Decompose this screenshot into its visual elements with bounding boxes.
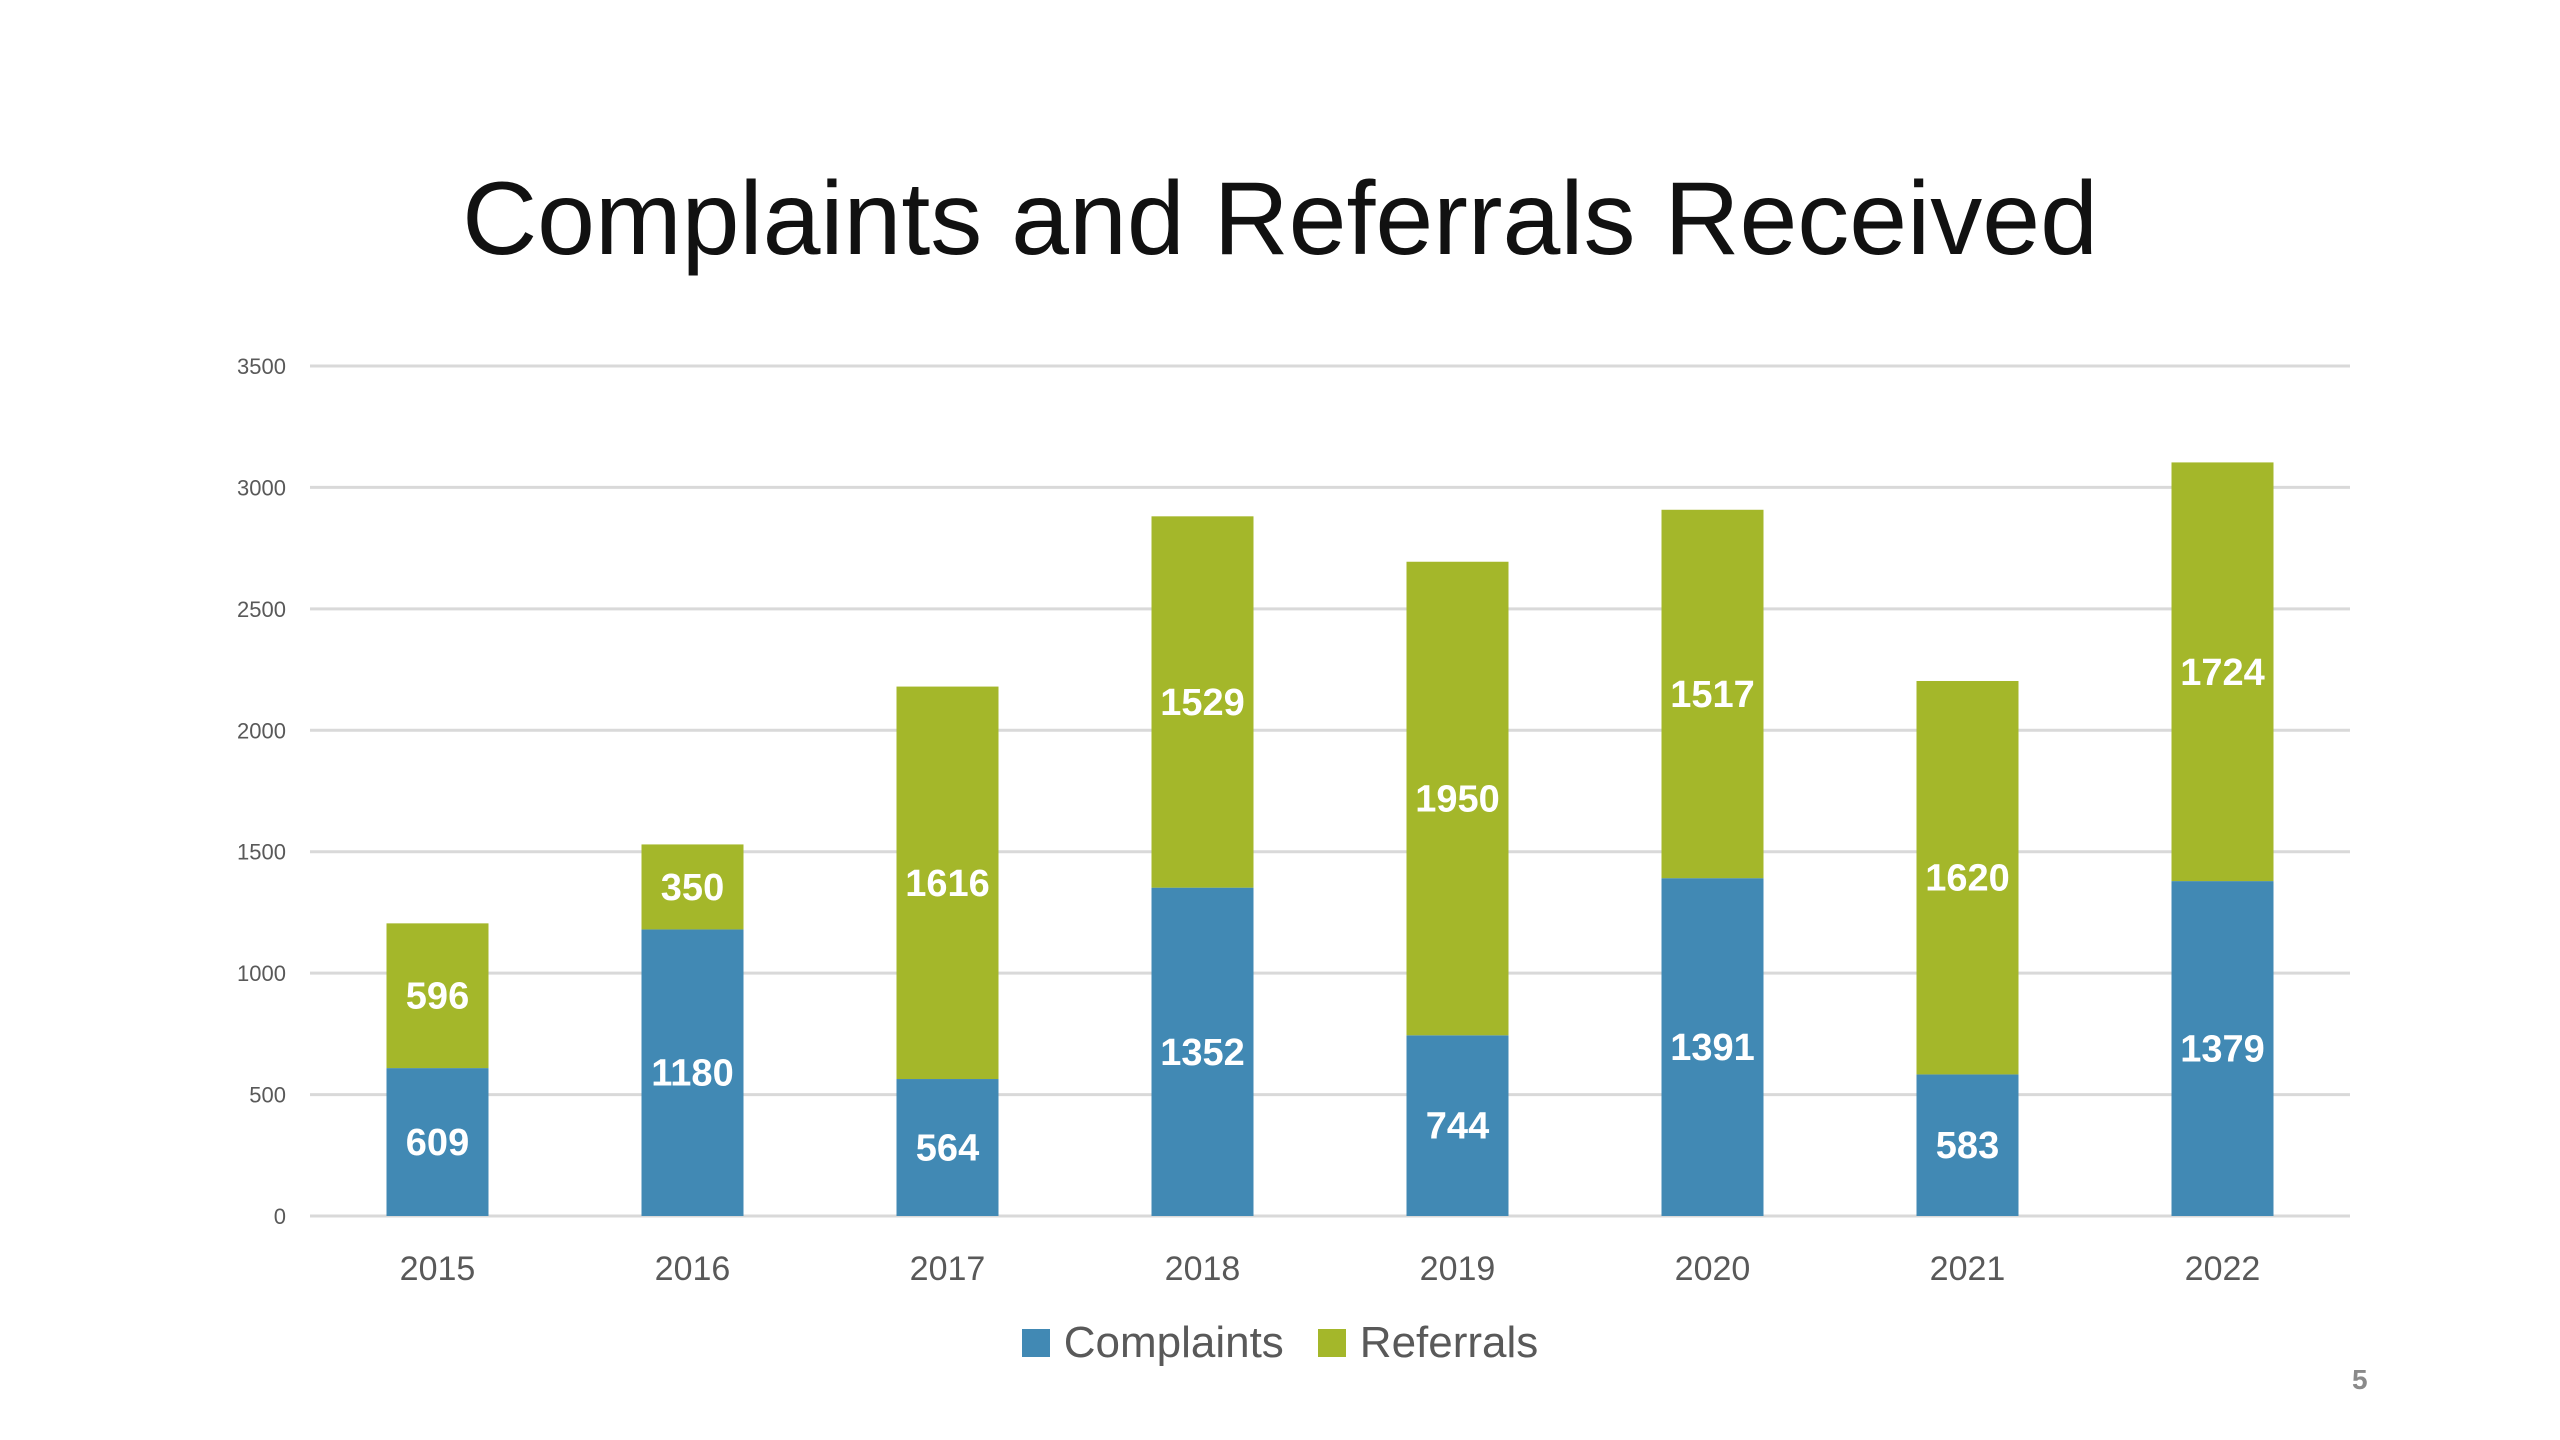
legend-item-complaints: Complaints: [1021, 1318, 1284, 1368]
bar-complaints-2022: [2171, 881, 2274, 1216]
slide-title: Complaints and Referrals Received: [462, 161, 2098, 277]
bar-referrals-2015: [386, 923, 489, 1069]
y-tick-label: 3000: [237, 475, 286, 500]
bar-referrals-2021: [1916, 680, 2019, 1075]
data-labels: 609 596 1180 350 564 1616 1352 1529 744 1950 1391 1…: [406, 652, 2265, 1170]
data-label-referrals-2021: 1620: [1925, 858, 2010, 900]
data-label-complaints-2017: 564: [916, 1128, 979, 1170]
bar-referrals-2020: [1661, 509, 1764, 879]
x-tick-label: 2020: [1675, 1250, 1751, 1288]
bar-complaints-2016: [641, 929, 744, 1216]
bar-complaints-2019: [1406, 1035, 1509, 1216]
data-label-referrals-2020: 1517: [1670, 674, 1755, 716]
data-label-complaints-2022: 1379: [2180, 1029, 2265, 1071]
gridlines: [310, 364, 2350, 1218]
bar-complaints-2018: [1151, 887, 1254, 1216]
bar-referrals-2017: [896, 686, 999, 1080]
data-label-referrals-2015: 596: [406, 976, 469, 1018]
legend-label-complaints: Complaints: [1063, 1318, 1284, 1367]
y-tick-label: 1500: [237, 840, 286, 865]
x-tick-label: 2022: [2185, 1250, 2261, 1288]
data-label-complaints-2018: 1352: [1160, 1032, 1245, 1074]
data-label-referrals-2017: 1616: [905, 863, 990, 905]
data-label-complaints-2015: 609: [406, 1122, 469, 1164]
bar-complaints-2020: [1661, 878, 1764, 1216]
data-label-complaints-2016: 1180: [651, 1053, 733, 1095]
x-tick-label: 2015: [400, 1250, 476, 1288]
bars: [386, 462, 2274, 1216]
bar-complaints-2021: [1916, 1074, 2019, 1216]
x-tick-label: 2016: [655, 1250, 731, 1288]
data-label-referrals-2018: 1529: [1160, 682, 1245, 724]
data-label-complaints-2020: 1391: [1670, 1027, 1755, 1069]
y-tick-label: 2500: [237, 597, 286, 622]
bar-complaints-2015: [386, 1068, 489, 1216]
data-label-referrals-2016: 350: [661, 867, 724, 909]
bar-referrals-2018: [1151, 516, 1254, 888]
bar-referrals-2016: [641, 844, 744, 930]
y-tick-label: 1000: [237, 961, 286, 986]
data-label-referrals-2019: 1950: [1415, 779, 1500, 821]
data-label-complaints-2019: 744: [1426, 1106, 1489, 1148]
y-tick-label: 2000: [237, 718, 286, 743]
x-tick-label: 2021: [1930, 1250, 2006, 1288]
x-axis-ticks: 2015 2016 2017 2018 2019 2020 2021 2022: [400, 1250, 2261, 1288]
bar-referrals-2019: [1406, 561, 1509, 1036]
legend-item-referrals: Referrals: [1317, 1318, 1539, 1368]
x-tick-label: 2017: [910, 1250, 986, 1288]
y-tick-label: 0: [274, 1204, 286, 1229]
bar-complaints-2017: [896, 1079, 999, 1216]
x-tick-label: 2018: [1165, 1250, 1241, 1288]
legend-swatch-complaints: [1021, 1329, 1050, 1357]
y-tick-label: 500: [249, 1083, 286, 1108]
x-tick-label: 2019: [1420, 1250, 1496, 1288]
legend-swatch-referrals: [1317, 1329, 1346, 1357]
bar-referrals-2022: [2171, 462, 2274, 882]
legend-label-referrals: Referrals: [1359, 1318, 1539, 1367]
data-label-complaints-2021: 583: [1936, 1125, 1999, 1167]
data-label-referrals-2022: 1724: [2180, 652, 2265, 694]
y-axis-ticks: 0 500 1000 1500 2000 2500 3000 3500: [237, 354, 286, 1229]
chart-legend: Complaints Referrals: [0, 1318, 2560, 1368]
y-tick-label: 3500: [237, 354, 286, 379]
page-number: 5: [2352, 1364, 2368, 1395]
